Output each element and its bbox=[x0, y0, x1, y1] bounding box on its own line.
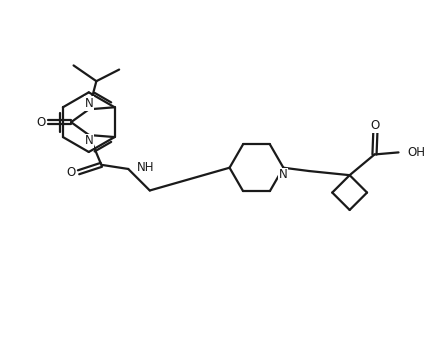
Text: N: N bbox=[84, 134, 93, 147]
Text: N: N bbox=[84, 97, 93, 110]
Text: N: N bbox=[279, 168, 288, 181]
Text: NH: NH bbox=[137, 161, 155, 174]
Text: O: O bbox=[371, 119, 380, 132]
Text: OH: OH bbox=[407, 146, 425, 159]
Text: O: O bbox=[66, 166, 76, 179]
Text: O: O bbox=[36, 116, 45, 129]
